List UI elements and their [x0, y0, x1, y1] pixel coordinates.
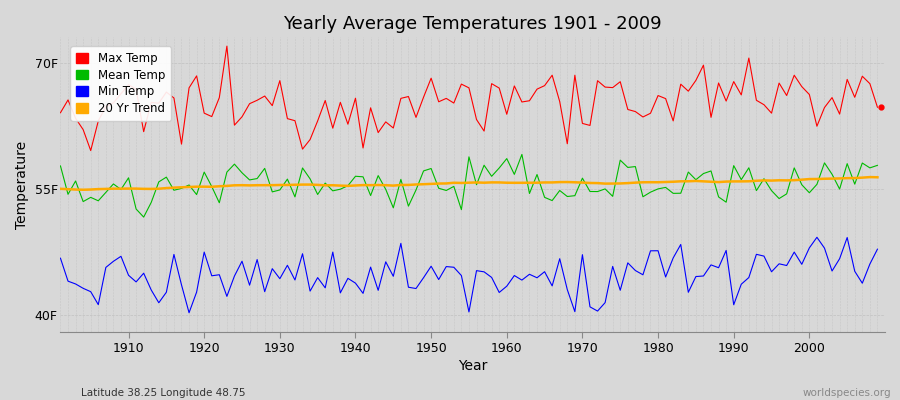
Y-axis label: Temperature: Temperature — [15, 141, 29, 229]
X-axis label: Year: Year — [458, 359, 488, 373]
Title: Yearly Average Temperatures 1901 - 2009: Yearly Average Temperatures 1901 - 2009 — [284, 15, 662, 33]
Text: worldspecies.org: worldspecies.org — [803, 388, 891, 398]
Legend: Max Temp, Mean Temp, Min Temp, 20 Yr Trend: Max Temp, Mean Temp, Min Temp, 20 Yr Tre… — [70, 46, 171, 121]
Text: Latitude 38.25 Longitude 48.75: Latitude 38.25 Longitude 48.75 — [81, 388, 246, 398]
